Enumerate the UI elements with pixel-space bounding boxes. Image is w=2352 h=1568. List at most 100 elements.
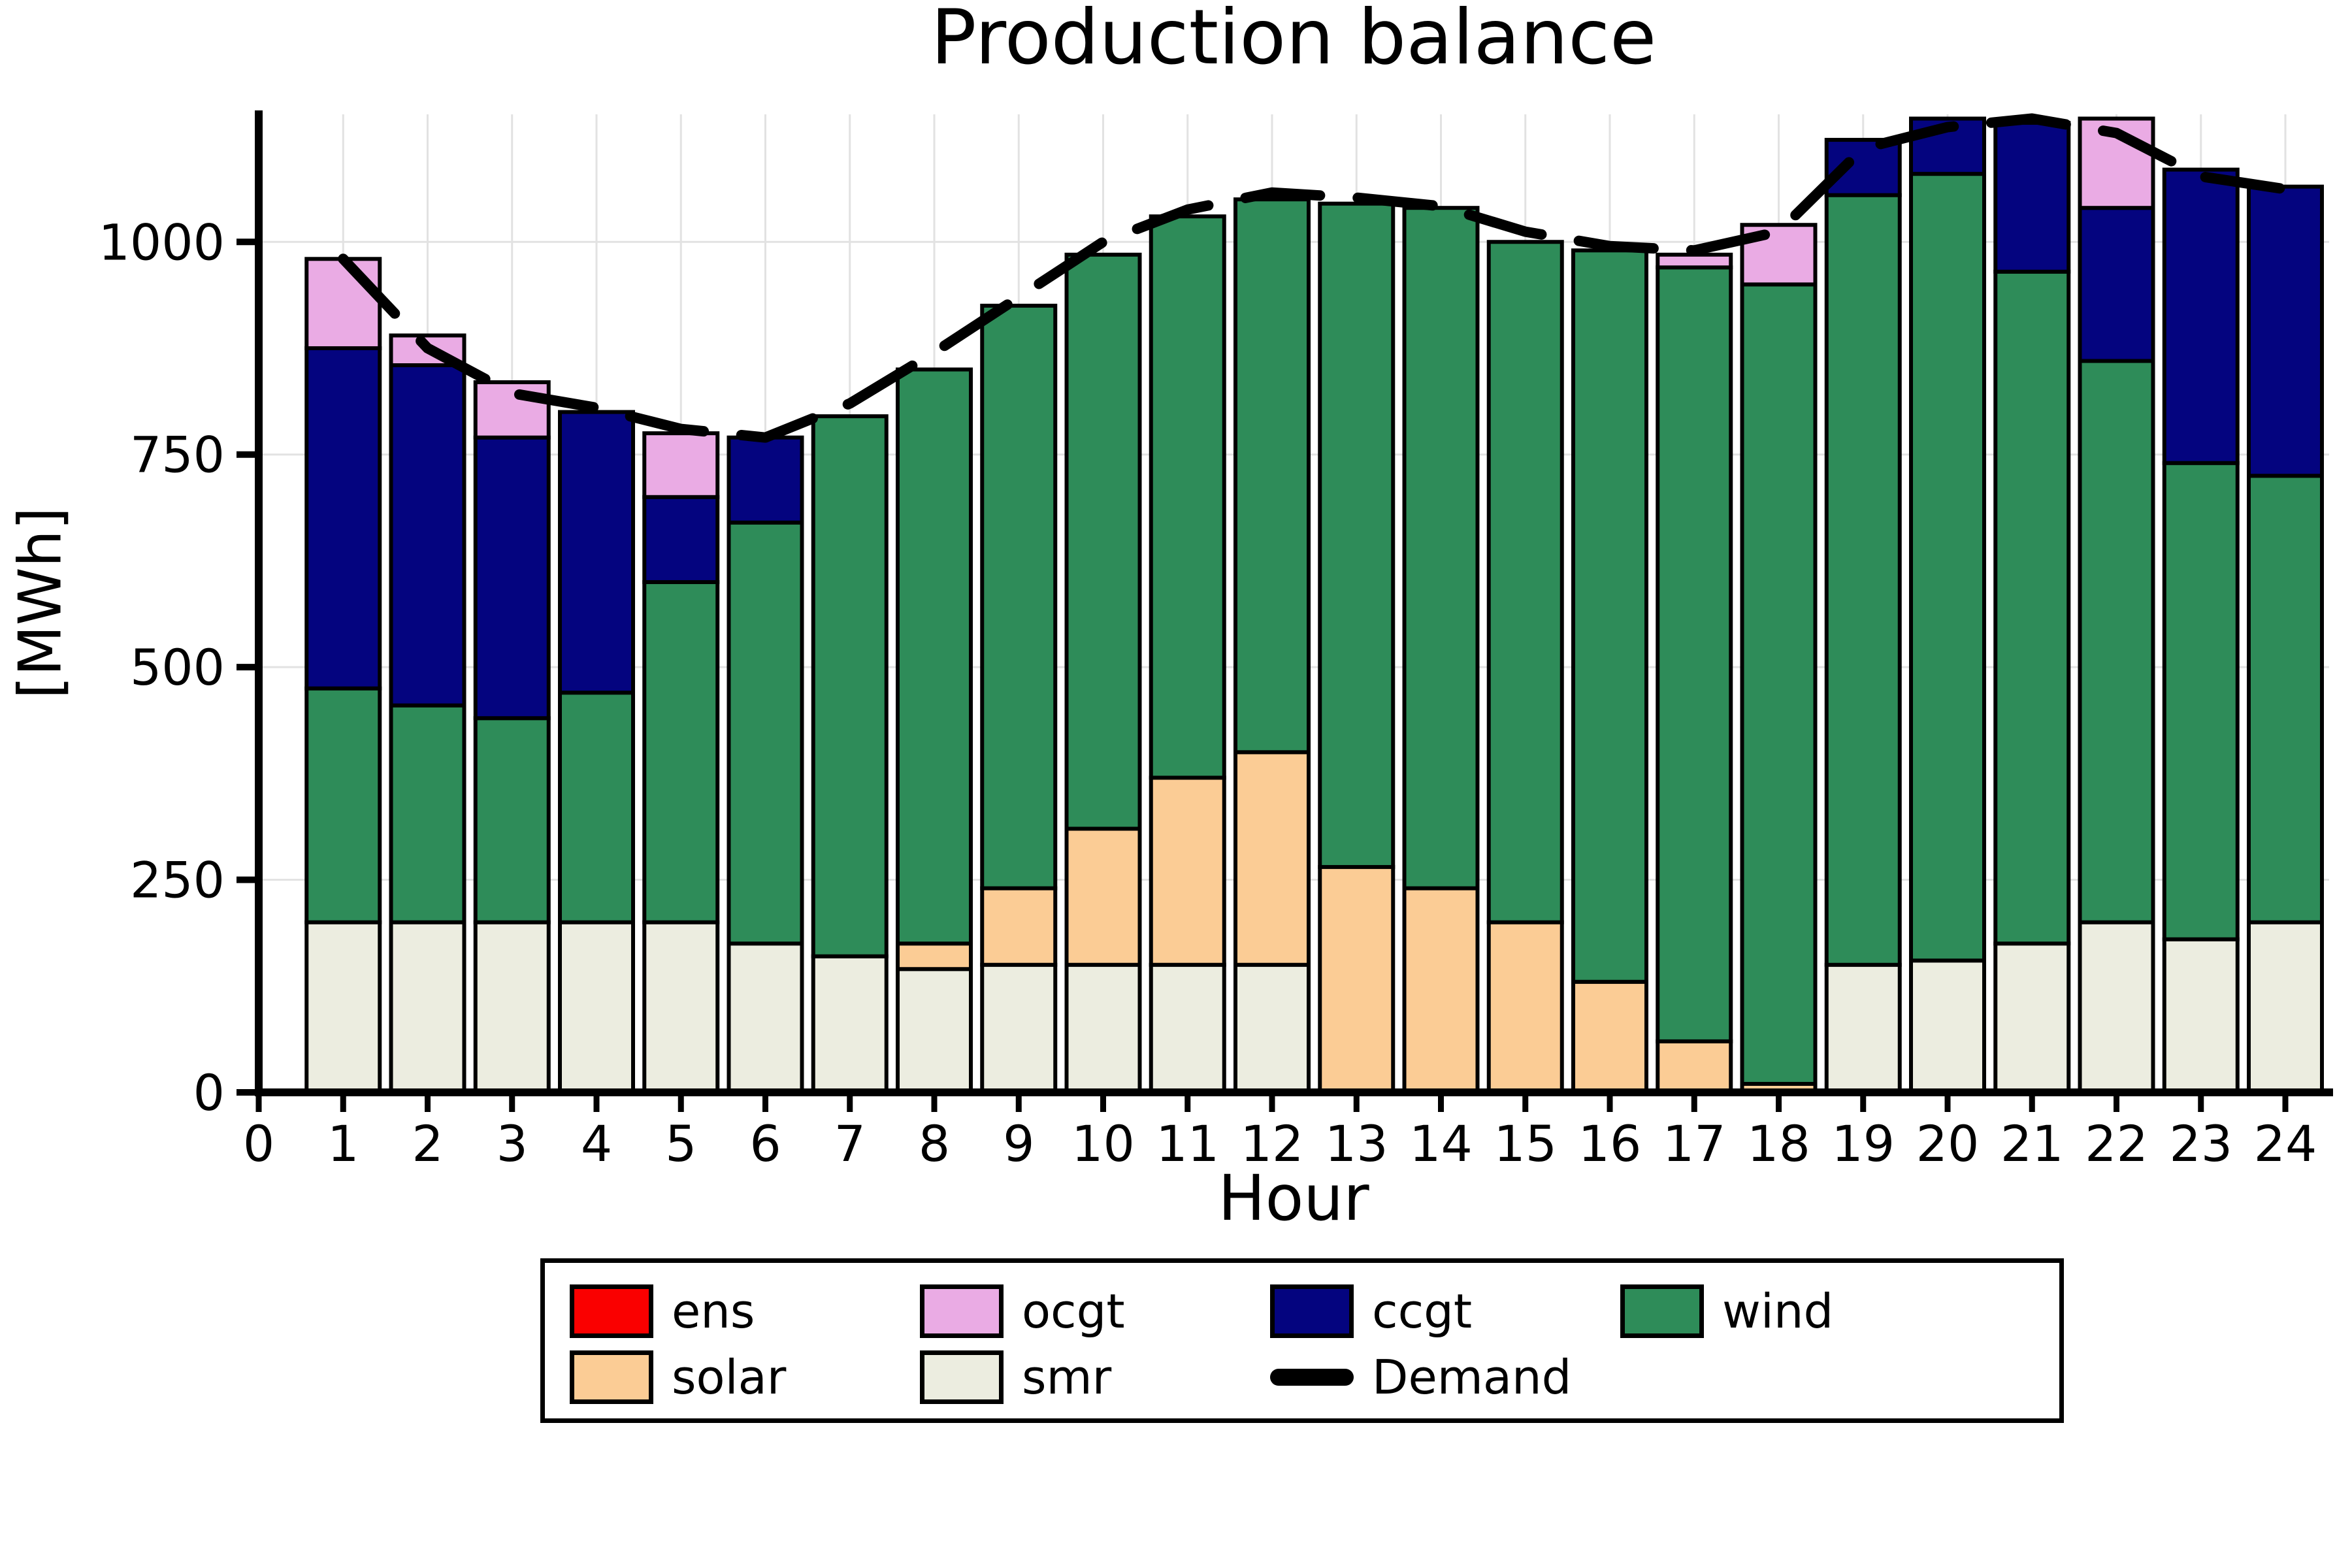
bar-segment-ccgt — [304, 346, 382, 691]
legend-item-smr: smr — [920, 1350, 1112, 1405]
demand-line-swatch — [1270, 1369, 1354, 1386]
legend-label-ens: ens — [672, 1284, 755, 1339]
legend-label-ccgt: ccgt — [1372, 1284, 1473, 1339]
bar-segment-ccgt — [642, 495, 720, 584]
bar-segment-wind — [811, 414, 889, 958]
x-tick-label: 2 — [412, 1115, 443, 1173]
legend: ens ocgt ccgt wind solar smr Demand — [540, 1258, 2064, 1423]
y-tick-label: 250 — [130, 851, 225, 909]
bar-segment-smr — [2078, 920, 2155, 1095]
bar-segment-ocgt — [1656, 252, 1733, 270]
y-tick-label: 0 — [193, 1064, 225, 1122]
x-tick-label: 23 — [2169, 1115, 2232, 1173]
bar-segment-ocgt — [642, 431, 720, 499]
bar-segment-wind — [1318, 201, 1396, 870]
x-tick-label: 13 — [1325, 1115, 1388, 1173]
x-tick-label: 17 — [1663, 1115, 1726, 1173]
bar-hour-13 — [1318, 201, 1396, 1095]
bar-hour-16 — [1571, 248, 1648, 1095]
bar-segment-smr — [1909, 958, 1986, 1095]
bar-segment-wind — [1740, 282, 1818, 1086]
x-tick-label: 12 — [1241, 1115, 1304, 1173]
bar-segment-wind — [389, 703, 466, 924]
bar-segment-solar — [1402, 886, 1480, 1095]
bar-hour-8 — [896, 367, 973, 1094]
x-tick-label: 20 — [1916, 1115, 1980, 1173]
bar-hour-18 — [1740, 223, 1818, 1095]
bar-hour-6 — [727, 435, 804, 1095]
bar-segment-smr — [304, 920, 382, 1095]
y-tick-label: 750 — [130, 426, 225, 484]
x-tick-label: 7 — [834, 1115, 866, 1173]
bar-hour-9 — [980, 303, 1058, 1094]
bar-segment-smr — [980, 962, 1058, 1094]
legend-swatch-ens — [570, 1284, 653, 1338]
bar-segment-wind — [1909, 172, 1986, 963]
x-tick-label: 16 — [1578, 1115, 1642, 1173]
bar-hour-14 — [1402, 206, 1480, 1095]
bar-segment-ccgt — [2078, 206, 2155, 363]
x-tick-label: 5 — [665, 1115, 696, 1173]
bar-segment-ccgt — [727, 435, 804, 525]
legend-item-solar: solar — [570, 1350, 787, 1405]
legend-swatch-solar — [570, 1350, 653, 1404]
bar-segment-smr — [811, 954, 889, 1094]
bar-hour-5 — [642, 431, 720, 1095]
bar-segment-smr — [727, 941, 804, 1095]
bar-hour-22 — [2078, 116, 2155, 1095]
bar-segment-wind — [473, 716, 551, 924]
legend-item-ocgt: ocgt — [920, 1284, 1125, 1339]
bar-segment-ccgt — [558, 410, 635, 695]
bar-hour-21 — [1993, 121, 2071, 1095]
bar-hour-23 — [2162, 167, 2240, 1095]
y-tick-label: 1000 — [99, 213, 225, 271]
bar-segment-ocgt — [473, 380, 551, 440]
bar-segment-ocgt — [304, 257, 382, 350]
bar-segment-smr — [2247, 920, 2324, 1095]
demand-line — [338, 113, 2291, 443]
bar-segment-solar — [1064, 826, 1142, 967]
x-tick-label: 4 — [581, 1115, 612, 1173]
bar-segment-wind — [2247, 474, 2324, 924]
bar-segment-wind — [980, 303, 1058, 890]
bar-hour-19 — [1824, 138, 1902, 1094]
bar-hour-10 — [1064, 252, 1142, 1094]
bar-segment-solar — [1656, 1039, 1733, 1094]
legend-label-smr: smr — [1022, 1350, 1112, 1405]
bar-segment-smr — [558, 920, 635, 1095]
legend-item-wind: wind — [1620, 1284, 1833, 1339]
bar-segment-smr — [1064, 962, 1142, 1094]
x-tick-label: 9 — [1003, 1115, 1034, 1173]
x-tick-label: 0 — [243, 1115, 274, 1173]
bar-hour-4 — [558, 410, 635, 1095]
x-tick-label: 8 — [919, 1115, 950, 1173]
bar-segment-wind — [1571, 248, 1648, 984]
bar-segment-smr — [1993, 941, 2071, 1095]
bar-segment-solar — [896, 941, 973, 972]
x-axis-label: Hour — [1218, 1162, 1369, 1235]
bar-hour-12 — [1233, 197, 1311, 1094]
bar-segment-wind — [896, 367, 973, 946]
x-tick-label: 11 — [1156, 1115, 1219, 1173]
legend-label-solar: solar — [672, 1350, 787, 1405]
bar-hour-11 — [1149, 214, 1226, 1094]
legend-swatch-wind — [1620, 1284, 1704, 1338]
bar-hour-20 — [1909, 116, 1986, 1095]
x-tick-label: 19 — [1831, 1115, 1895, 1173]
bar-hour-24 — [2247, 184, 2324, 1095]
legend-item-ccgt: ccgt — [1270, 1284, 1473, 1339]
bar-hour-15 — [1486, 240, 1564, 1095]
x-tick-label: 24 — [2254, 1115, 2317, 1173]
bar-segment-smr — [896, 967, 973, 1094]
bar-segment-ocgt — [2078, 116, 2155, 210]
legend-label-demand: Demand — [1372, 1350, 1572, 1405]
bar-segment-smr — [2162, 937, 2240, 1095]
bar-segment-solar — [1233, 750, 1311, 967]
bar-segment-ccgt — [2162, 167, 2240, 465]
legend-swatch-ocgt — [920, 1284, 1004, 1338]
bar-segment-wind — [1064, 252, 1142, 831]
legend-swatch-ccgt — [1270, 1284, 1354, 1338]
chart-title: Production balance — [930, 0, 1657, 82]
bar-hour-7 — [811, 414, 889, 1094]
bar-segment-solar — [980, 886, 1058, 967]
